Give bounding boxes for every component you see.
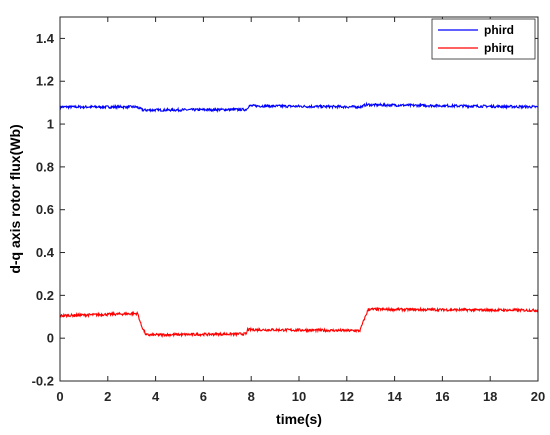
y-tick-label: 0.6 (36, 202, 54, 217)
x-tick-label: 4 (152, 389, 160, 404)
series-layer (59, 101, 539, 338)
legend: phird phirq (431, 18, 536, 60)
x-tick-label: 8 (248, 389, 255, 404)
legend-box (431, 18, 536, 60)
x-tick-label: 14 (387, 389, 402, 404)
series-line-phirq (59, 306, 539, 338)
y-tick-label: 0 (47, 331, 54, 346)
legend-label-phird: phird (484, 23, 514, 37)
y-tick-label: 1.2 (36, 74, 54, 89)
x-axis-label: time(s) (276, 411, 322, 427)
x-tick-label: 12 (340, 389, 354, 404)
y-tick-label: 0.8 (36, 159, 54, 174)
x-tick-label: 6 (200, 389, 207, 404)
series-line-phird (59, 101, 539, 114)
x-tick-label: 2 (104, 389, 111, 404)
y-axis-label: d-q axis rotor flux(Wb) (7, 124, 23, 273)
y-tick-label: 0.2 (36, 288, 54, 303)
x-tick-label: 20 (531, 389, 545, 404)
x-axis-ticks: 0 2 4 6 8 10 12 14 16 18 20 (56, 17, 545, 404)
x-tick-label: 0 (56, 389, 63, 404)
x-tick-label: 10 (292, 389, 306, 404)
plot-background (60, 17, 538, 381)
y-tick-label: 1.4 (36, 31, 55, 46)
x-tick-label: 16 (435, 389, 449, 404)
y-axis-ticks: -0.2 0 0.2 0.4 0.6 0.8 1 1.2 1.4 (32, 31, 538, 389)
legend-label-phirq: phirq (484, 41, 514, 55)
y-tick-label: 1 (47, 117, 54, 132)
y-tick-label: 0.4 (36, 245, 55, 260)
x-tick-label: 18 (483, 389, 497, 404)
y-tick-label: -0.2 (32, 374, 54, 389)
